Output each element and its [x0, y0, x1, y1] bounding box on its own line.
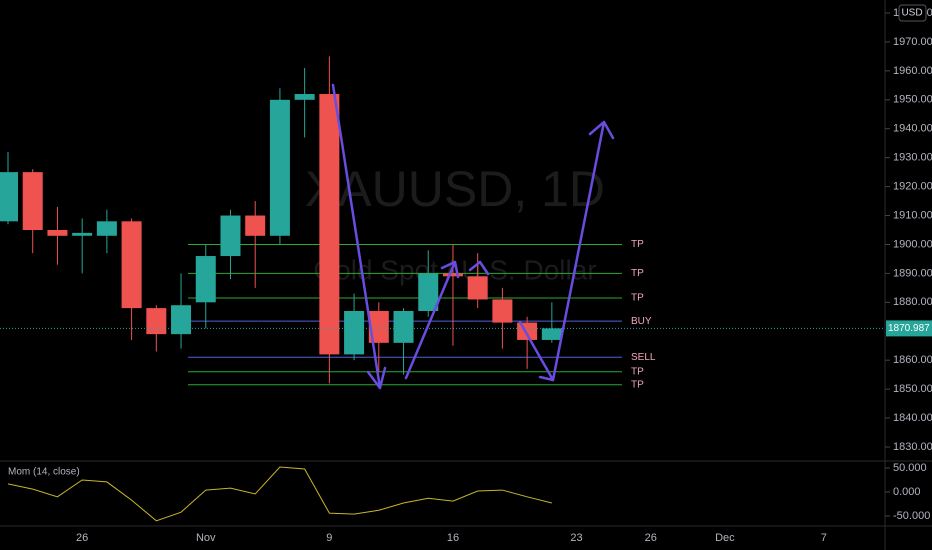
y-tick-label: 0.000: [893, 486, 921, 498]
candle-body: [492, 299, 513, 323]
candle-body: [22, 172, 43, 230]
candle-body: [0, 172, 18, 222]
candle-body: [220, 215, 241, 257]
y-tick-label: 1910.000: [893, 209, 932, 221]
candle-body: [47, 230, 68, 236]
level-label: SELL: [631, 352, 656, 363]
arrow: [518, 320, 555, 382]
candle-body: [121, 221, 142, 309]
y-tick-label: 1830.000: [893, 441, 932, 453]
candle-body: [418, 273, 439, 312]
candle-body: [195, 256, 216, 303]
y-tick-label: 1960.000: [893, 65, 932, 77]
candle-body: [146, 308, 167, 335]
y-tick-label: 1860.000: [893, 354, 932, 366]
x-tick-label: 26: [645, 532, 657, 544]
x-tick-label: Nov: [196, 532, 216, 544]
candle-body: [245, 215, 266, 236]
y-tick-label: 1970.000: [893, 36, 932, 48]
y-tick-label: 1890.000: [893, 267, 932, 279]
candle-body: [393, 311, 414, 343]
x-tick-label: 9: [326, 532, 332, 544]
y-tick-label: 1900.000: [893, 238, 932, 250]
level-label: TP: [631, 293, 644, 304]
y-tick-label: 1920.000: [893, 181, 932, 193]
y-tick-label: 1880.000: [893, 296, 932, 308]
watermark-title: XAUUSD, 1D: [305, 161, 605, 217]
candle-body: [269, 99, 290, 236]
x-tick-label: 23: [570, 532, 582, 544]
y-tick-label: 1950.000: [893, 94, 932, 106]
x-tick-label: Dec: [715, 532, 735, 544]
arrow: [331, 83, 387, 390]
candle-body: [467, 276, 488, 300]
drawn-arrows: [331, 83, 615, 390]
arrow: [468, 260, 490, 276]
candle-body: [517, 322, 538, 340]
currency-badge[interactable]: [898, 4, 927, 22]
level-label: BUY: [631, 316, 652, 327]
watermark-subtitle: Gold Spot / U.S. Dollar: [313, 254, 596, 285]
candle-body: [319, 94, 340, 355]
momentum-line: [7, 466, 552, 522]
x-tick-label: 16: [447, 532, 459, 544]
arrow: [551, 120, 615, 382]
level-label: TP: [631, 268, 644, 279]
currency: USD: [901, 8, 922, 19]
x-tick-label: 26: [76, 532, 88, 544]
candle-body: [96, 221, 117, 236]
candle-body: [72, 232, 93, 236]
last-price-label: 1870.987: [888, 323, 930, 334]
level-label: TP: [631, 239, 644, 250]
candle-body: [442, 273, 463, 277]
candle-body: [171, 305, 192, 335]
last-price-badge: [886, 320, 932, 337]
candle-body: [344, 311, 365, 355]
y-tick-label: 1930.000: [893, 152, 932, 164]
candle-body: [368, 311, 389, 343]
level-label: TP: [631, 379, 644, 390]
level-label: TP: [631, 366, 644, 377]
indicator-title: Mom (14, close): [8, 467, 80, 478]
y-tick-label: 50.000: [893, 462, 927, 474]
arrow: [404, 260, 460, 380]
y-tick-label: -50.000: [893, 510, 930, 522]
candle-body: [294, 94, 315, 100]
y-tick-label: 1840.000: [893, 412, 932, 424]
candle-body: [541, 328, 562, 340]
x-tick-label: 7: [821, 532, 827, 544]
y-tick-label: 1940.000: [893, 123, 932, 135]
y-tick-label: 1850.000: [893, 383, 932, 395]
